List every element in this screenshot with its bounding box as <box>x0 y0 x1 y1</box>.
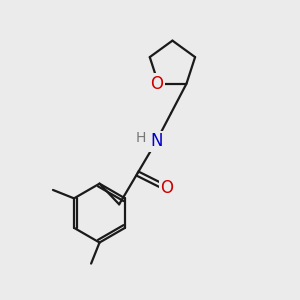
Text: H: H <box>136 130 146 145</box>
Text: N: N <box>151 132 163 150</box>
Text: O: O <box>151 75 164 93</box>
Text: O: O <box>160 178 173 196</box>
